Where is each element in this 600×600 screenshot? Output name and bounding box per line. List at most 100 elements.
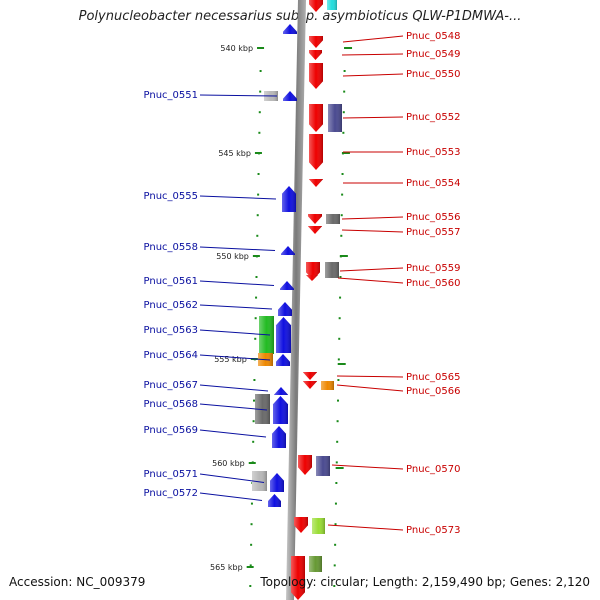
- gene-label[interactable]: Pnuc_0562: [144, 300, 198, 311]
- minor-tick: [337, 399, 340, 402]
- minor-tick: [255, 255, 258, 258]
- gene-label[interactable]: Pnuc_0563: [144, 325, 198, 336]
- minor-tick: [335, 461, 338, 464]
- label-leader-line: [199, 384, 269, 392]
- gene-feature[interactable]: [291, 556, 305, 600]
- gene-pnuc-0556[interactable]: [308, 214, 322, 224]
- gene-label[interactable]: Pnuc_0571: [144, 469, 198, 480]
- gene-label[interactable]: Pnuc_0559: [406, 263, 460, 274]
- minor-tick: [252, 420, 255, 423]
- minor-tick: [251, 461, 254, 464]
- minor-tick: [340, 234, 343, 237]
- gene-label[interactable]: Pnuc_0572: [144, 488, 198, 499]
- minor-tick: [253, 399, 256, 402]
- minor-tick: [337, 358, 340, 361]
- gene-pnuc-0573[interactable]: [294, 517, 308, 533]
- gene-pnuc-0560[interactable]: [306, 275, 318, 281]
- gene-pnuc-0550[interactable]: [309, 63, 323, 89]
- chromosome-backbone: [286, 0, 306, 600]
- label-leader-line: [199, 195, 277, 200]
- gene-label[interactable]: Pnuc_0550: [406, 69, 460, 80]
- label-leader-line: [342, 73, 404, 77]
- minor-tick: [249, 585, 252, 587]
- gene-label[interactable]: Pnuc_0568: [144, 399, 198, 410]
- gene-pnuc-0554[interactable]: [309, 179, 323, 187]
- gene-feature[interactable]: [316, 456, 330, 476]
- gene-label[interactable]: Pnuc_0564: [144, 350, 198, 361]
- minor-tick: [337, 379, 340, 381]
- gene-pnuc-0568[interactable]: [273, 396, 288, 424]
- gene-label[interactable]: Pnuc_0570: [406, 464, 460, 475]
- gene-feature[interactable]: [328, 104, 342, 132]
- gene-label[interactable]: Pnuc_0558: [144, 242, 198, 253]
- gene-pnuc-0557[interactable]: [308, 226, 322, 234]
- gene-label[interactable]: Pnuc_0557: [406, 227, 460, 238]
- label-leader-line: [199, 354, 271, 361]
- major-tick-right: [344, 47, 353, 49]
- gene-label[interactable]: Pnuc_0553: [406, 147, 460, 158]
- minor-tick: [258, 131, 261, 134]
- gene-pnuc-0565[interactable]: [303, 372, 317, 380]
- gene-pnuc-0553[interactable]: [309, 134, 323, 170]
- gene-feature[interactable]: [283, 24, 297, 34]
- gene-label[interactable]: Pnuc_0551: [144, 90, 198, 101]
- minor-tick: [340, 214, 343, 217]
- gene-feature[interactable]: [312, 518, 325, 534]
- label-leader-line: [339, 267, 404, 272]
- gene-pnuc-0548[interactable]: [309, 36, 323, 48]
- gene-pnuc-0562[interactable]: [278, 302, 292, 316]
- gene-label[interactable]: Pnuc_0560: [406, 278, 460, 289]
- gene-pnuc-0561[interactable]: [280, 281, 294, 290]
- gene-feature[interactable]: [326, 214, 340, 224]
- gene-label[interactable]: Pnuc_0556: [406, 212, 460, 223]
- gene-feature[interactable]: [327, 0, 337, 10]
- label-leader-line: [327, 524, 404, 531]
- minor-tick: [256, 234, 259, 237]
- gene-pnuc-0558[interactable]: [281, 246, 295, 255]
- gene-pnuc-0567[interactable]: [274, 387, 288, 395]
- gene-label[interactable]: Pnuc_0569: [144, 425, 198, 436]
- gene-label[interactable]: Pnuc_0549: [406, 49, 460, 60]
- gene-label[interactable]: Pnuc_0561: [144, 276, 198, 287]
- kbp-tick-label: 555 kbp: [214, 355, 247, 364]
- gene-label[interactable]: Pnuc_0555: [144, 191, 198, 202]
- gene-pnuc-0570[interactable]: [298, 455, 312, 475]
- label-leader-line: [342, 116, 404, 119]
- label-leader-line: [199, 280, 275, 286]
- kbp-tick-label: 550 kbp: [216, 252, 249, 261]
- gene-pnuc-0555[interactable]: [282, 186, 296, 212]
- gene-pnuc-0563[interactable]: [276, 317, 291, 353]
- major-tick-right: [337, 363, 346, 365]
- gene-pnuc-0571[interactable]: [270, 473, 284, 492]
- major-tick-right: [339, 255, 348, 257]
- gene-label[interactable]: Pnuc_0573: [406, 525, 460, 536]
- gene-feature[interactable]: [309, 0, 323, 12]
- gene-label[interactable]: Pnuc_0554: [406, 178, 460, 189]
- label-leader-line: [331, 464, 404, 470]
- minor-tick: [250, 502, 253, 505]
- gene-pnuc-0569[interactable]: [272, 426, 286, 448]
- minor-tick: [257, 193, 260, 196]
- gene-pnuc-0566[interactable]: [303, 381, 317, 389]
- gene-feature[interactable]: [255, 394, 270, 424]
- gene-feature[interactable]: [252, 471, 267, 491]
- minor-tick: [249, 564, 252, 567]
- gene-label[interactable]: Pnuc_0565: [406, 372, 460, 383]
- gene-label[interactable]: Pnuc_0552: [406, 112, 460, 123]
- gene-pnuc-0549[interactable]: [309, 50, 322, 60]
- gene-label[interactable]: Pnuc_0548: [406, 31, 460, 42]
- gene-pnuc-0552[interactable]: [309, 104, 323, 132]
- gene-feature[interactable]: [309, 556, 322, 572]
- gene-pnuc-0564[interactable]: [276, 354, 290, 366]
- gene-pnuc-0551[interactable]: [283, 91, 297, 101]
- minor-tick: [339, 276, 342, 278]
- gene-label[interactable]: Pnuc_0566: [406, 386, 460, 397]
- gene-pnuc-0572[interactable]: [268, 494, 281, 507]
- minor-tick: [257, 152, 260, 155]
- minor-tick: [333, 564, 336, 567]
- gene-feature[interactable]: [321, 381, 334, 390]
- gene-feature[interactable]: [325, 262, 339, 278]
- minor-tick: [336, 420, 339, 423]
- gene-label[interactable]: Pnuc_0567: [144, 380, 198, 391]
